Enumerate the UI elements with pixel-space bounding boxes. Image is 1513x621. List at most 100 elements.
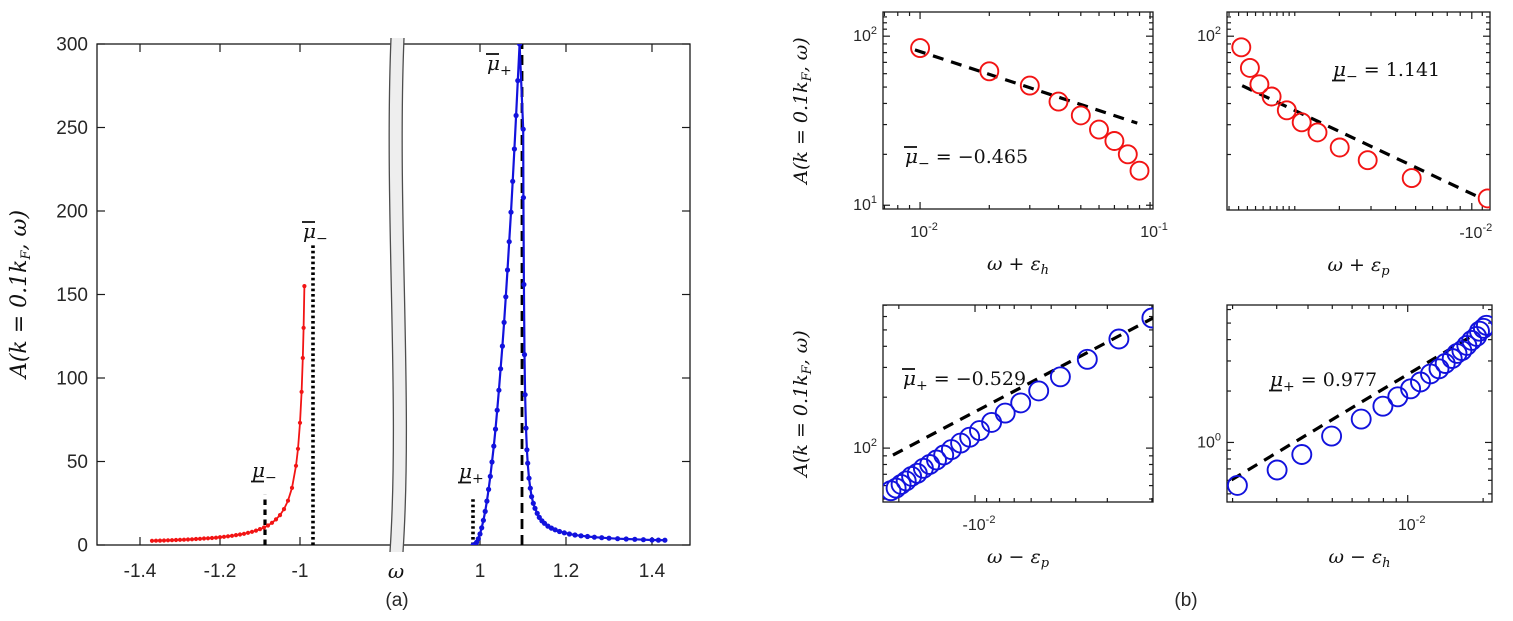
subplot-top-left-x-axis-label: ω + εh: [987, 253, 1049, 278]
blue-curve-marker: [529, 494, 535, 500]
red-curve-marker: [302, 284, 307, 289]
y-tick-label: 100: [1197, 431, 1221, 451]
blue-curve-marker: [506, 239, 512, 245]
data-point-marker: [1019, 75, 1040, 96]
data-points: [1231, 37, 1490, 209]
blue-curve-marker: [527, 485, 533, 491]
blue-curve-marker: [532, 505, 538, 511]
blue-curve-marker: [482, 508, 488, 514]
red-curve-marker: [241, 531, 247, 536]
blue-curve-marker: [522, 392, 528, 398]
red-curve-marker: [217, 535, 223, 540]
blue-curve-marker: [480, 517, 486, 523]
x-tick-label: -1.2: [204, 561, 237, 582]
red-curve-marker: [201, 536, 207, 541]
blue-curve-marker: [499, 343, 505, 349]
blue-curve-marker: [521, 352, 528, 358]
data-point-marker: [1104, 131, 1125, 151]
y-tick-label: 300: [56, 35, 88, 56]
x-tick-label: 1: [475, 561, 486, 582]
blue-curve-marker: [578, 533, 584, 539]
data-point-marker: [1291, 112, 1312, 133]
x-tick-label: 1.2: [553, 561, 579, 582]
data-point-marker: [895, 470, 917, 492]
blue-curve-marker: [566, 531, 573, 537]
subplot-bottom-left-y-axis-label: A(k = 0.1kF, ω): [790, 330, 815, 478]
blue-curve-marker: [655, 537, 662, 543]
panel-b: 10-2 10-1 102 101 μ− = −0.465 ω + εh A(k = 0.1…: [790, 11, 1493, 571]
y-tick-label: 50: [67, 452, 88, 473]
red-curve-marker: [295, 446, 301, 451]
data-point-marker: [1028, 380, 1050, 402]
subplot-top-right-exponent-annotation: μ− = 1.141: [1333, 57, 1440, 85]
blue-curve-marker: [525, 460, 531, 466]
data-point-marker: [1321, 425, 1343, 447]
blue-curve-marker: [599, 535, 605, 541]
red-curve-marker: [301, 325, 306, 330]
blue-curve-marker: [662, 537, 668, 543]
x-tick-label: 10-1: [1140, 221, 1168, 241]
data-point-marker: [1108, 328, 1130, 350]
red-curve-marker: [261, 525, 267, 530]
red-curve-marker: [249, 529, 255, 534]
red-curve-marker: [253, 528, 259, 533]
blue-curve-marker: [484, 498, 490, 504]
x-tick-label: -1.4: [124, 561, 157, 582]
red-curve-marker: [293, 463, 299, 468]
data-point-marker: [919, 454, 941, 475]
blue-curve-marker: [591, 534, 598, 540]
data-point-marker: [1048, 91, 1069, 112]
red-curve-marker: [300, 355, 305, 361]
red-curve-line: [151, 286, 306, 542]
subplot-top-left-exponent-annotation: μ− = −0.465: [905, 144, 1028, 172]
data-point-marker: [1472, 317, 1492, 339]
x-axis-label: ω: [388, 559, 404, 583]
data-points: [1227, 314, 1492, 496]
data-point-marker: [1239, 57, 1260, 78]
blue-curve-marker: [504, 267, 511, 273]
fit-line-group: [1241, 84, 1481, 200]
data-point-marker: [1276, 100, 1297, 121]
data-point-marker: [1076, 348, 1098, 370]
blue-curve-marker: [572, 532, 578, 538]
red-curve-marker: [225, 534, 231, 539]
data-point-marker: [1401, 168, 1422, 189]
red-curve-marker: [221, 534, 227, 539]
fit-line: [892, 316, 1153, 457]
data-point-marker: [1010, 392, 1032, 414]
subplot-bottom-left-x-axis-label: ω − εp: [987, 546, 1050, 571]
red-curve-marker: [285, 498, 291, 503]
subplot-top-right: -10-2 102 μ− = 1.141 ω + εp: [1197, 11, 1492, 279]
red-curve-marker: [273, 517, 279, 522]
x-tick-label: -10-2: [963, 514, 996, 534]
subplot-bottom-right-exponent-annotation: μ+ = 0.977: [1270, 367, 1377, 395]
blue-curve-marker: [556, 528, 563, 535]
axis-break-edge: [401, 37, 408, 553]
subplot-bottom-left-axes-box: [882, 304, 1154, 503]
blue-curve-marker: [523, 425, 529, 431]
y-tick-label: 102: [1197, 25, 1221, 45]
data-point-marker: [1372, 395, 1394, 417]
blue-curve-marker: [584, 533, 591, 540]
blue-curve-marker: [632, 536, 638, 542]
blue-curve-marker: [479, 525, 485, 531]
red-curve-marker: [205, 536, 211, 541]
blue-curve-marker: [561, 530, 567, 536]
red-curve-marker: [181, 537, 187, 542]
blue-curve-marker: [491, 443, 497, 449]
data-point-marker: [1477, 188, 1490, 209]
blue-curve-marker: [511, 146, 517, 152]
data-point-marker: [910, 38, 931, 59]
data-point-marker: [1129, 160, 1150, 181]
blue-curve-marker: [486, 486, 492, 492]
red-curve-marker: [265, 523, 271, 528]
x-tick-label: 1.4: [639, 561, 666, 582]
subplot-top-left-y-axis-label: A(k = 0.1kF, ω): [790, 37, 815, 185]
blue-curve-line: [472, 44, 665, 545]
data-point-marker: [1141, 307, 1153, 329]
data-point-marker: [1249, 74, 1270, 95]
blue-curve-marker: [615, 536, 621, 542]
red-curve-marker: [233, 533, 239, 538]
red-curve-marker: [269, 520, 275, 525]
data-point-marker: [1261, 86, 1282, 107]
